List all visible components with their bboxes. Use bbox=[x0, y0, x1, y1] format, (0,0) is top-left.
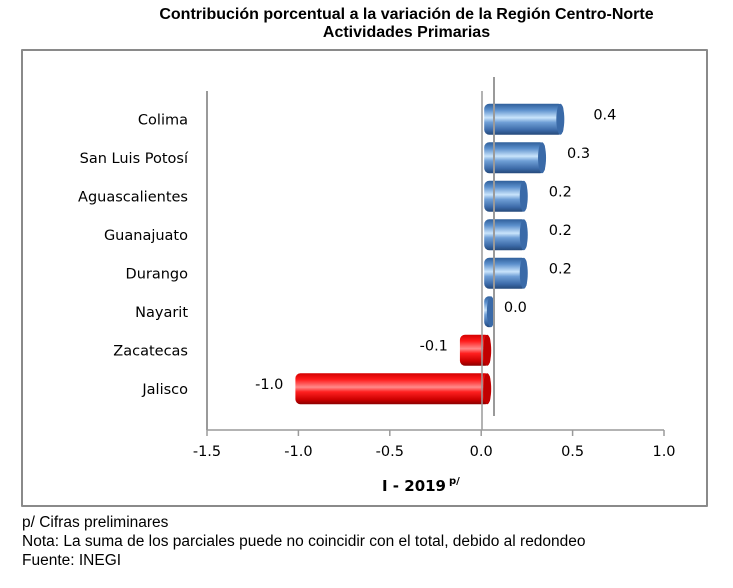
bar-cap bbox=[556, 103, 565, 135]
x-tick-label: 0.0 bbox=[470, 444, 493, 460]
value-label: 0.0 bbox=[504, 300, 527, 316]
value-label: -0.1 bbox=[420, 338, 448, 354]
bar bbox=[459, 334, 492, 366]
value-label: 0.2 bbox=[549, 223, 572, 239]
x-tick-label: -1.5 bbox=[193, 444, 221, 460]
x-tick-label: -0.5 bbox=[376, 444, 404, 460]
x-tick-label: -1.0 bbox=[284, 444, 312, 460]
bar-cap bbox=[519, 257, 528, 289]
footnote-source: Fuente: INEGI bbox=[22, 552, 122, 569]
value-label: 0.2 bbox=[549, 184, 572, 200]
bar bbox=[484, 180, 528, 212]
bar bbox=[484, 296, 495, 328]
chart-title: Contribución porcentual a la variación d… bbox=[159, 6, 654, 23]
x-axis-label-superscript: p/ bbox=[449, 476, 460, 487]
bar-body bbox=[484, 142, 546, 174]
bar bbox=[484, 103, 565, 135]
bar bbox=[484, 142, 547, 174]
x-tick-label: 1.0 bbox=[652, 444, 675, 460]
x-tick-label: 0.5 bbox=[561, 444, 584, 460]
category-label: Colima bbox=[138, 112, 188, 128]
category-label: Jalisco bbox=[141, 382, 188, 398]
bar-body bbox=[484, 103, 564, 135]
chart-frame bbox=[21, 49, 708, 507]
bar-cap bbox=[519, 219, 528, 251]
category-label: Durango bbox=[126, 266, 189, 282]
footnotes: p/ Cifras preliminares Nota: La suma de … bbox=[22, 513, 586, 570]
category-label: San Luis Potosí bbox=[80, 151, 189, 167]
footnote-preliminary: p/ Cifras preliminares bbox=[22, 514, 169, 531]
bar-body bbox=[295, 373, 491, 405]
category-label: Zacatecas bbox=[113, 343, 188, 359]
value-label: 0.3 bbox=[567, 146, 590, 162]
category-label: Guanajuato bbox=[104, 228, 188, 244]
bar-cap bbox=[483, 373, 492, 405]
bar bbox=[295, 373, 492, 405]
bar-cap bbox=[538, 142, 547, 174]
value-label: 0.2 bbox=[549, 261, 572, 277]
bar bbox=[484, 219, 528, 251]
category-label: Nayarit bbox=[135, 305, 188, 321]
x-axis-label: I - 2019 bbox=[382, 477, 446, 495]
category-label: Aguascalientes bbox=[78, 189, 188, 205]
bar bbox=[484, 257, 528, 289]
bar-cap bbox=[519, 180, 528, 212]
value-label: 0.4 bbox=[593, 107, 616, 123]
footnote-rounding: Nota: La suma de los parciales puede no … bbox=[22, 533, 586, 550]
bar-cap bbox=[483, 334, 492, 366]
value-label: -1.0 bbox=[255, 377, 283, 393]
bar-cap bbox=[486, 296, 495, 328]
chart-subtitle: Actividades Primarias bbox=[322, 24, 491, 41]
